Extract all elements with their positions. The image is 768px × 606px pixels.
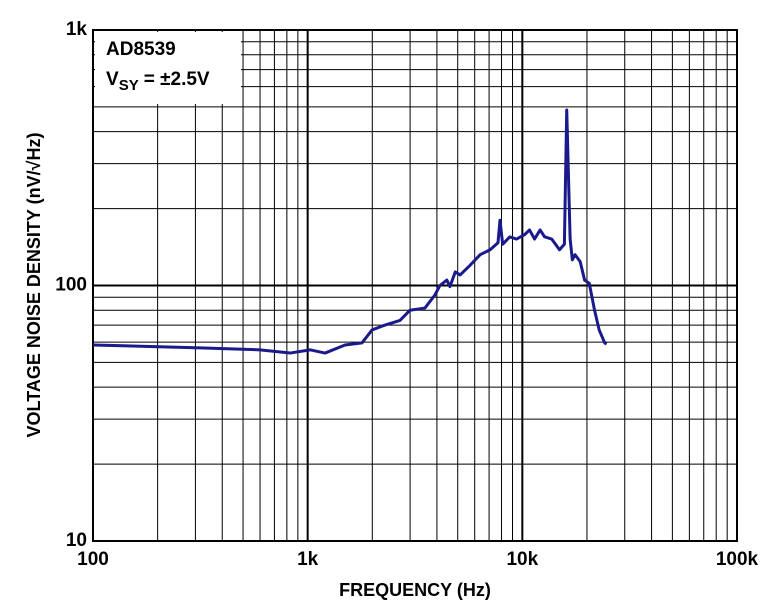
x-tick-label: 100 <box>77 549 109 570</box>
annotation: SY <box>119 77 139 94</box>
y-axis-label: VOLTAGE NOISE DENSITY (nV/√Hz) <box>24 133 44 438</box>
x-tick-label: 1k <box>297 549 319 570</box>
annotation-box <box>95 32 241 104</box>
plot-frame <box>92 29 738 542</box>
annotation: VSY = ±2.5V <box>106 69 210 94</box>
annotation: AD8539 <box>106 39 176 60</box>
y-tick-label: 10 <box>66 530 87 551</box>
x-tick-label: 100k <box>716 549 759 570</box>
x-tick-label: 10k <box>506 549 538 570</box>
y-tick-label: 100 <box>55 275 87 296</box>
y-tick-label: 1k <box>66 19 88 40</box>
annotation: V <box>106 69 119 90</box>
lines <box>92 108 608 355</box>
x-axis-label: FREQUENCY (Hz) <box>339 580 491 600</box>
data-line <box>92 108 608 355</box>
grid <box>92 29 738 542</box>
annotation: = ±2.5V <box>144 69 210 90</box>
